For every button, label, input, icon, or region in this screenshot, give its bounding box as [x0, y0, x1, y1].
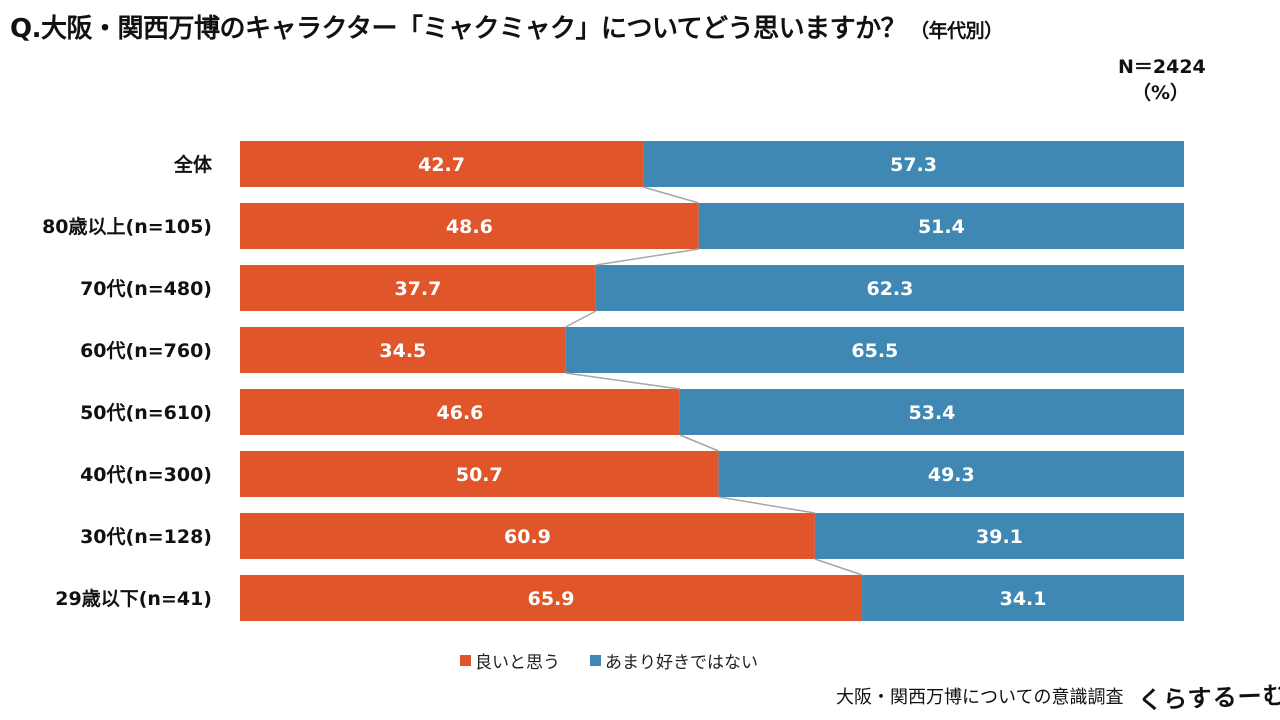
data-label-negative: 53.4 [909, 402, 956, 424]
category-label: 30代(n=128) [80, 526, 212, 548]
data-label-positive: 46.6 [437, 402, 484, 424]
legend-label-negative: あまり好きではない [605, 653, 758, 673]
bar-negative [698, 203, 1184, 249]
legend-label-positive: 良いと思う [475, 653, 560, 673]
category-label: 全体 [173, 153, 213, 176]
data-label-negative: 62.3 [866, 278, 913, 300]
data-label-positive: 42.7 [418, 154, 465, 176]
series-connector-line [642, 186, 699, 204]
data-label-negative: 65.5 [851, 340, 898, 362]
series-connector-line [595, 248, 699, 266]
bar-negative [718, 451, 1184, 497]
category-label: 40代(n=300) [80, 464, 212, 486]
series-connector-line [814, 558, 863, 576]
series-connector-line [565, 310, 597, 328]
category-label: 60代(n=760) [80, 340, 212, 362]
data-label-positive: 50.7 [456, 464, 503, 486]
series-connector-line [565, 372, 681, 390]
bar-negative [814, 513, 1184, 559]
legend-item-positive: 良いと思う [460, 648, 560, 673]
bar-negative [565, 327, 1184, 373]
bar-positive [240, 513, 815, 559]
bar-negative [643, 141, 1184, 187]
series-connector-line [718, 496, 816, 514]
chart-title: Q.大阪・関西万博のキャラクター「ミャクミャク」についてどう思いますか？ （年代別… [10, 8, 1003, 45]
data-label-negative: 57.3 [890, 154, 937, 176]
data-label-positive: 37.7 [394, 278, 441, 300]
chart-title-sub: （年代別） [910, 20, 1003, 42]
bar-positive [240, 575, 863, 621]
bar-positive [240, 203, 699, 249]
bar-negative [862, 575, 1184, 621]
sample-size-label: N＝2424 [1118, 56, 1206, 78]
data-label-negative: 34.1 [1000, 588, 1047, 610]
legend-item-negative: あまり好きではない [590, 648, 758, 673]
data-label-negative: 51.4 [918, 216, 965, 238]
bar-positive [240, 327, 566, 373]
data-label-negative: 49.3 [928, 464, 975, 486]
bar-negative [679, 389, 1184, 435]
unit-label: （%） [1132, 82, 1190, 104]
chart-title-main: Q.大阪・関西万博のキャラクター「ミャクミャク」についてどう思いますか？ [10, 14, 907, 44]
source-note: 大阪・関西万博についての意識調査 [836, 687, 1124, 708]
category-label: 50代(n=610) [80, 402, 212, 424]
brand-logo: くらするーむ [1137, 681, 1280, 715]
bar-negative [595, 265, 1184, 311]
bar-positive [240, 141, 644, 187]
data-label-positive: 65.9 [528, 588, 575, 610]
series-connector-line [679, 434, 719, 452]
legend-swatch-positive [460, 655, 471, 666]
bar-positive [240, 389, 680, 435]
category-label: 80歳以上(n=105) [42, 216, 212, 238]
data-label-positive: 34.5 [379, 340, 426, 362]
category-label: 70代(n=480) [80, 278, 212, 300]
legend-swatch-negative [590, 655, 601, 666]
bar-positive [240, 265, 596, 311]
bar-positive [240, 451, 719, 497]
data-label-positive: 60.9 [504, 526, 551, 548]
data-label-negative: 39.1 [976, 526, 1023, 548]
category-label: 29歳以下(n=41) [55, 588, 212, 610]
chart-legend: 良いと思う あまり好きではない [460, 648, 788, 673]
data-label-positive: 48.6 [446, 216, 493, 238]
